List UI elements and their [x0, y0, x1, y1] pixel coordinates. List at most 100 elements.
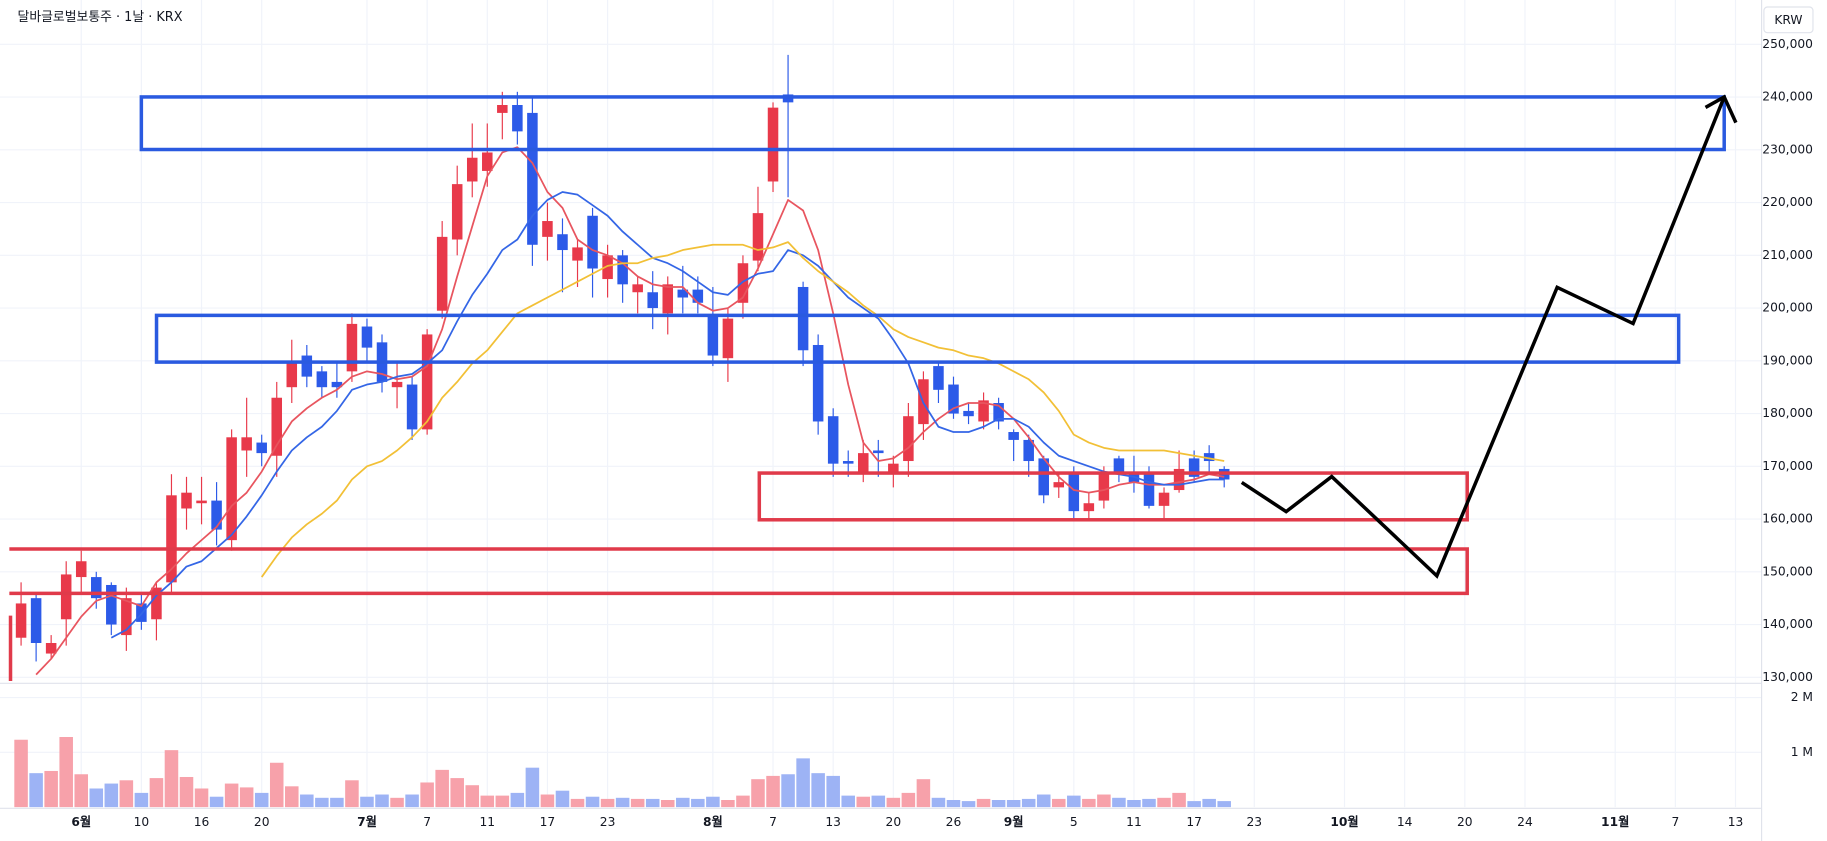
volume-bar [44, 770, 58, 808]
candle-body [181, 492, 192, 509]
candle-body [602, 255, 613, 280]
candle-body [391, 381, 403, 388]
volume-bar [585, 796, 600, 808]
candle-body [903, 416, 914, 462]
candle-body [451, 184, 463, 240]
candle-body [75, 561, 87, 578]
candle-body [466, 157, 478, 182]
volume-bar [630, 798, 645, 808]
chart-title: 달바글로벌보통주 · 1날 · KRX [18, 10, 183, 25]
candle-body [857, 453, 869, 472]
volume-bar [916, 779, 931, 808]
resistance-zone [154, 313, 1681, 364]
y-tick-label: 240,000 [1762, 90, 1813, 104]
volume-bar [360, 796, 374, 808]
candle-body [752, 213, 764, 261]
y-tick-label: 210,000 [1762, 248, 1813, 262]
candle-body [662, 284, 674, 314]
candle-body [797, 286, 809, 351]
volume-bar [435, 769, 449, 808]
volume-bar [1036, 794, 1051, 808]
y-tick-label: 180,000 [1762, 406, 1813, 420]
x-tick-label: 7 [1671, 815, 1679, 829]
candle-body [767, 107, 779, 182]
volume-bar [285, 786, 299, 808]
volume-bar [480, 795, 495, 808]
x-tick-label: 7 [769, 815, 777, 829]
volume-bar [1067, 795, 1081, 808]
candle-body [1053, 482, 1065, 488]
volume-bar [194, 788, 209, 808]
volume-bar [645, 798, 660, 808]
candle-body [527, 112, 538, 245]
candle-body [346, 323, 358, 372]
volume-bar [871, 795, 886, 808]
candle-body [737, 263, 749, 303]
volume-bar [224, 783, 239, 808]
plot-area [14, 54, 1231, 808]
volume-bar [1097, 794, 1111, 808]
volume-bar [164, 750, 179, 808]
volume-bar [1021, 798, 1036, 808]
x-tick-label: 14 [1397, 815, 1413, 829]
x-tick-label: 6월 [71, 814, 91, 829]
volume-bar [29, 773, 43, 808]
candle-body [497, 105, 508, 113]
volume-bar [1187, 801, 1201, 808]
x-tick-label: 20 [886, 815, 902, 829]
volume-bar [375, 794, 389, 808]
candle-body [572, 247, 583, 261]
moving-average [260, 241, 1225, 578]
resistance-zone [139, 95, 1726, 152]
x-tick-label: 11월 [1601, 814, 1629, 829]
volume-bar [615, 797, 630, 808]
volume-bar [1217, 801, 1231, 808]
volume-bar [570, 798, 585, 808]
volume-bar [209, 796, 224, 808]
x-tick-label: 17 [540, 815, 556, 829]
candle-body [692, 289, 704, 303]
x-tick-label: 20 [254, 815, 270, 829]
candle-body [888, 463, 899, 475]
volume-bar [1142, 798, 1156, 808]
volume-bar [510, 792, 525, 808]
y-tick-label: 220,000 [1762, 195, 1813, 209]
x-tick-label: 7월 [357, 814, 377, 829]
volume-bar [134, 792, 149, 808]
x-tick-label: 16 [194, 815, 210, 829]
volume-bar [826, 775, 840, 808]
x-tick-label: 7 [423, 815, 431, 829]
candle-body [557, 234, 568, 251]
volume-bar [540, 794, 555, 808]
candle-body [617, 255, 628, 285]
projection-path [1240, 96, 1726, 579]
volume-bar [706, 796, 720, 808]
candle-body [1173, 468, 1185, 491]
candle-body [707, 315, 719, 356]
volume-bar [1172, 792, 1186, 808]
volume-bar [721, 800, 735, 808]
volume-bar [856, 796, 871, 808]
candle-body [827, 416, 839, 464]
candle-body [226, 437, 237, 541]
volume-bar [465, 785, 480, 808]
projection-arrowhead [1704, 94, 1738, 124]
y-tick-label: 160,000 [1762, 512, 1813, 526]
volume-bar [676, 797, 690, 808]
x-tick-label: 13 [1728, 815, 1744, 829]
volume-bar [149, 778, 164, 808]
candle-body [106, 584, 117, 625]
currency-box[interactable] [1763, 6, 1814, 34]
volume-bar [254, 792, 269, 808]
candle-body [271, 397, 283, 456]
volume-bar [766, 775, 780, 808]
volume-bar [269, 762, 284, 808]
y-tick-label: 230,000 [1762, 142, 1813, 156]
x-tick-label: 8월 [703, 814, 723, 829]
x-tick-label: 9월 [1004, 814, 1024, 829]
volume-bar [1157, 797, 1171, 808]
volume-bar [59, 737, 73, 808]
volume-bar [1202, 798, 1216, 808]
candle-body [587, 215, 598, 269]
